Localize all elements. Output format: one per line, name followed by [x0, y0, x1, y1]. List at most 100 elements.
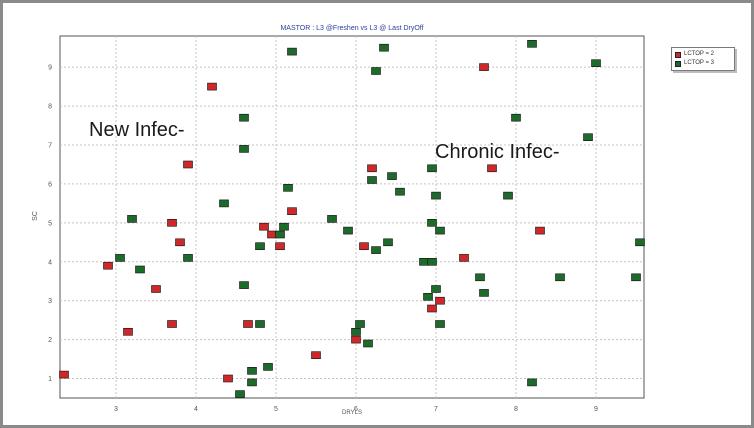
y-tick-label: 9 [48, 65, 52, 72]
x-tick-label: 5 [274, 406, 278, 413]
data-point-lctop-3 [239, 113, 249, 122]
data-point-lctop-2 [259, 222, 269, 231]
y-tick-label: 5 [48, 220, 52, 227]
data-point-lctop-3 [343, 226, 353, 235]
data-point-lctop-2 [311, 351, 321, 360]
y-tick-label: 6 [48, 181, 52, 188]
data-point-lctop-3 [431, 191, 441, 200]
data-point-lctop-3 [419, 258, 429, 266]
data-point-lctop-3 [127, 215, 137, 223]
x-tick-label: 6 [354, 406, 358, 413]
data-point-lctop-3 [135, 265, 145, 274]
data-point-lctop-3 [235, 390, 245, 398]
data-point-lctop-3 [423, 292, 433, 301]
legend-swatch-green [675, 60, 681, 67]
data-point-lctop-2 [59, 370, 69, 379]
data-point-lctop-3 [583, 133, 593, 141]
x-tick-label: 9 [594, 406, 598, 413]
y-tick-label: 2 [48, 337, 52, 344]
data-point-lctop-2 [243, 320, 253, 328]
data-point-lctop-2 [351, 335, 361, 344]
data-point-lctop-3 [367, 176, 377, 184]
data-point-lctop-3 [327, 215, 337, 223]
y-tick-label: 8 [48, 104, 52, 111]
data-point-lctop-3 [527, 378, 537, 387]
data-point-lctop-3 [631, 273, 641, 282]
data-point-lctop-3 [427, 219, 437, 227]
data-point-lctop-3 [379, 43, 389, 52]
data-point-lctop-3 [527, 39, 537, 48]
data-point-lctop-2 [123, 327, 133, 336]
legend-label: LCTOP = 3 [684, 60, 714, 66]
data-point-lctop-3 [395, 187, 405, 196]
y-axis-label: SC [32, 211, 39, 221]
y-tick-label: 4 [48, 259, 52, 266]
data-point-lctop-3 [279, 222, 289, 231]
data-point-lctop-3 [383, 238, 393, 247]
data-point-lctop-3 [255, 242, 265, 250]
x-tick-label: 4 [194, 406, 198, 413]
data-point-lctop-2 [359, 242, 369, 250]
data-point-lctop-3 [115, 254, 125, 262]
data-points [59, 39, 645, 398]
data-point-lctop-3 [479, 289, 489, 297]
x-tick-label: 7 [434, 406, 438, 413]
data-point-lctop-3 [255, 320, 265, 328]
x-axis-label: DRYLS [342, 410, 362, 416]
data-point-lctop-3 [219, 199, 229, 208]
data-point-lctop-3 [239, 145, 249, 153]
data-point-lctop-2 [183, 160, 193, 169]
data-point-lctop-3 [183, 254, 193, 262]
legend-swatch-red [675, 51, 681, 58]
data-point-lctop-3 [435, 226, 445, 235]
y-tick-label: 1 [48, 376, 52, 383]
data-point-lctop-3 [275, 230, 285, 239]
y-tick-label: 7 [48, 142, 52, 149]
data-point-lctop-3 [555, 273, 565, 282]
data-point-lctop-2 [367, 164, 377, 173]
legend-label: LCTOP = 2 [684, 51, 714, 57]
data-point-lctop-2 [151, 285, 161, 293]
annotation-chronic-infection: Chronic Infec- [435, 141, 560, 163]
data-point-lctop-2 [167, 219, 177, 227]
data-point-lctop-3 [363, 339, 373, 348]
grid-layer [60, 36, 644, 398]
data-point-lctop-3 [503, 191, 513, 200]
data-point-lctop-3 [283, 184, 293, 192]
data-point-lctop-2 [175, 238, 185, 247]
data-point-lctop-3 [371, 246, 381, 254]
data-point-lctop-3 [355, 320, 365, 328]
data-point-lctop-3 [435, 320, 445, 328]
data-point-lctop-3 [431, 285, 441, 293]
plot-area [59, 35, 645, 399]
data-point-lctop-2 [207, 82, 217, 91]
data-point-lctop-3 [475, 273, 485, 282]
data-point-lctop-3 [635, 238, 645, 247]
data-point-lctop-3 [511, 113, 521, 122]
data-point-lctop-2 [487, 164, 497, 173]
data-point-lctop-3 [427, 164, 437, 173]
legend-item-lctop-2: LCTOP = 2 [675, 50, 731, 59]
legend-item-lctop-3: LCTOP = 3 [675, 59, 731, 68]
data-point-lctop-3 [247, 366, 257, 375]
data-point-lctop-3 [427, 258, 437, 266]
legend: LCTOP = 2 LCTOP = 3 [671, 47, 735, 71]
data-point-lctop-2 [103, 261, 113, 270]
data-point-lctop-2 [427, 304, 437, 313]
data-point-lctop-3 [387, 172, 397, 180]
data-point-lctop-3 [247, 378, 257, 387]
data-point-lctop-3 [371, 67, 381, 75]
data-point-lctop-3 [263, 363, 273, 371]
annotation-new-infection: New Infec- [89, 119, 185, 141]
data-point-lctop-2 [535, 226, 545, 235]
data-point-lctop-3 [287, 47, 297, 56]
x-tick-label: 3 [114, 406, 118, 413]
x-tick-label: 8 [514, 406, 518, 413]
y-tick-label: 3 [48, 298, 52, 305]
data-point-lctop-2 [275, 242, 285, 250]
data-point-lctop-2 [223, 374, 233, 383]
data-point-lctop-2 [167, 320, 177, 328]
data-point-lctop-2 [435, 296, 445, 305]
data-point-lctop-2 [479, 63, 489, 71]
chart-title: MASTOR : L3 @Freshen vs L3 @ Last DryOff [280, 25, 423, 32]
